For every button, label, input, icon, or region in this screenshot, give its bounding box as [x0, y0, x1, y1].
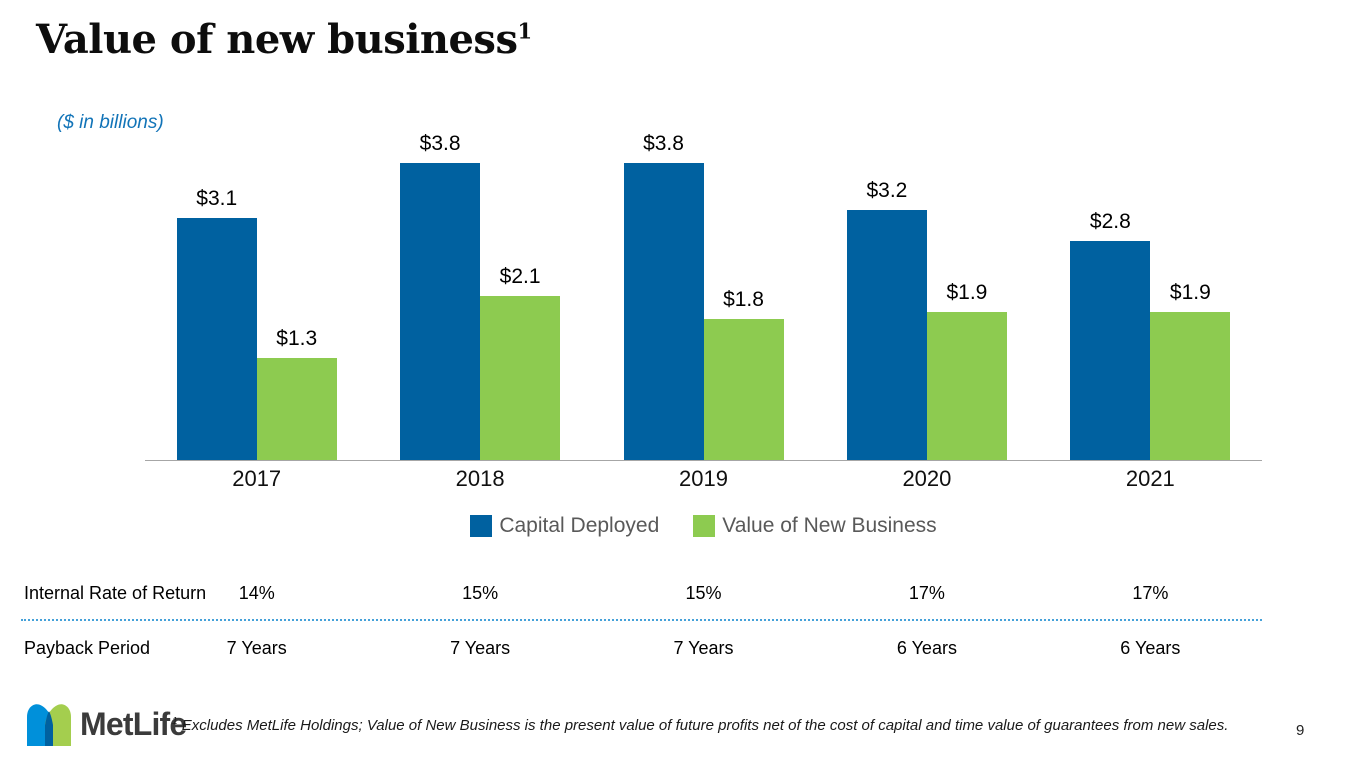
bar-value-label: $3.2	[866, 178, 908, 202]
x-axis-labels: 2017 2018 2019 2020 2021	[145, 466, 1262, 492]
table-value-cell: 6 Years	[896, 638, 957, 658]
bar-group-2017: $3.1 $1.3	[145, 140, 368, 460]
bar-value-label: $1.9	[946, 280, 988, 304]
year-label: 2021	[1125, 466, 1175, 491]
bar-group-2021: $2.8 $1.9	[1039, 140, 1262, 460]
table-value-cell: 15%	[462, 583, 499, 603]
footnote-text: Excludes MetLife Holdings; Value of New …	[181, 717, 1229, 734]
row-label-irr: Internal Rate of Return	[24, 583, 207, 603]
title-footnote-marker: 1	[517, 18, 532, 44]
footnote-marker: 1	[172, 716, 178, 727]
bar	[926, 311, 1007, 460]
page-title: Value of new business1	[36, 16, 532, 63]
bar	[176, 217, 257, 460]
bar	[1150, 311, 1231, 460]
table-value-cell: 7 Years	[673, 638, 734, 658]
bar	[480, 295, 561, 460]
table-row-internal-rate-of-return: Internal Rate of Return 14% 15% 15% 17% 17%	[0, 578, 1365, 608]
units-note: ($ in billions)	[57, 112, 164, 133]
row-values-payback: 7 Years 7 Years 7 Years 6 Years 6 Years	[145, 633, 1262, 663]
page-title-text: Value of new business	[36, 16, 518, 63]
legend-item: Capital Deployed	[470, 514, 659, 538]
metlife-logo-mark-icon	[27, 702, 71, 746]
year-label: 2019	[679, 466, 728, 491]
table-value-cell: 15%	[685, 583, 722, 603]
chart-legend: Capital Deployed Value of New Business	[145, 514, 1262, 538]
bar-value-label: $3.8	[643, 132, 684, 155]
bar-chart-plot: $3.1 $1.3 $3.8 $2.1 $3.8 $1.8 $3.2 $1.9 $2.8 $1.9	[145, 132, 1262, 461]
bar-value-label: $1.8	[723, 288, 764, 312]
bar	[1070, 241, 1151, 460]
footnote: 1 Excludes MetLife Holdings; Value of Ne…	[172, 716, 1252, 735]
metlife-logo: MetLife	[27, 702, 187, 746]
row-values-irr: 14% 15% 15% 17% 17%	[145, 578, 1262, 608]
bar-value-label: $1.9	[1169, 280, 1211, 304]
bar-value-label: $3.1	[196, 186, 238, 210]
legend-swatch-icon	[470, 515, 493, 537]
bar-group-2020: $3.2 $1.9	[815, 140, 1038, 460]
row-label-payback: Payback Period	[24, 638, 151, 658]
table-value-cell: 7 Years	[226, 638, 287, 658]
bar	[400, 163, 481, 460]
legend-item: Value of New Business	[693, 514, 937, 538]
dotted-divider	[21, 619, 1262, 621]
year-label: 2018	[455, 466, 505, 491]
bar-value-label: $2.1	[499, 264, 541, 288]
bar-group-2018: $3.8 $2.1	[368, 132, 591, 460]
bar-value-label: $1.3	[276, 327, 318, 351]
table-value-cell: 17%	[908, 583, 945, 603]
metlife-wordmark: MetLife	[80, 705, 187, 742]
table-value-cell: 17%	[1132, 583, 1169, 603]
bar	[256, 358, 337, 460]
legend-label: Value of New Business	[722, 514, 937, 537]
table-value-cell: 6 Years	[1120, 638, 1181, 658]
bar-value-label: $3.8	[419, 132, 461, 155]
table-row-payback-period: Payback Period 7 Years 7 Years 7 Years 6 Ye…	[0, 633, 1365, 663]
table-value-cell: 7 Years	[450, 638, 511, 658]
bar	[623, 163, 704, 460]
page-number: 9	[1296, 722, 1305, 739]
bar	[846, 209, 927, 460]
year-label: 2017	[232, 466, 282, 491]
legend-label: Capital Deployed	[499, 514, 660, 537]
bar-value-label: $2.8	[1089, 210, 1131, 234]
bar-group-2019: $3.8 $1.8	[592, 132, 815, 460]
year-label: 2020	[902, 466, 952, 491]
bar	[703, 319, 784, 460]
legend-swatch-icon	[693, 515, 716, 537]
table-value-cell: 14%	[238, 583, 275, 603]
